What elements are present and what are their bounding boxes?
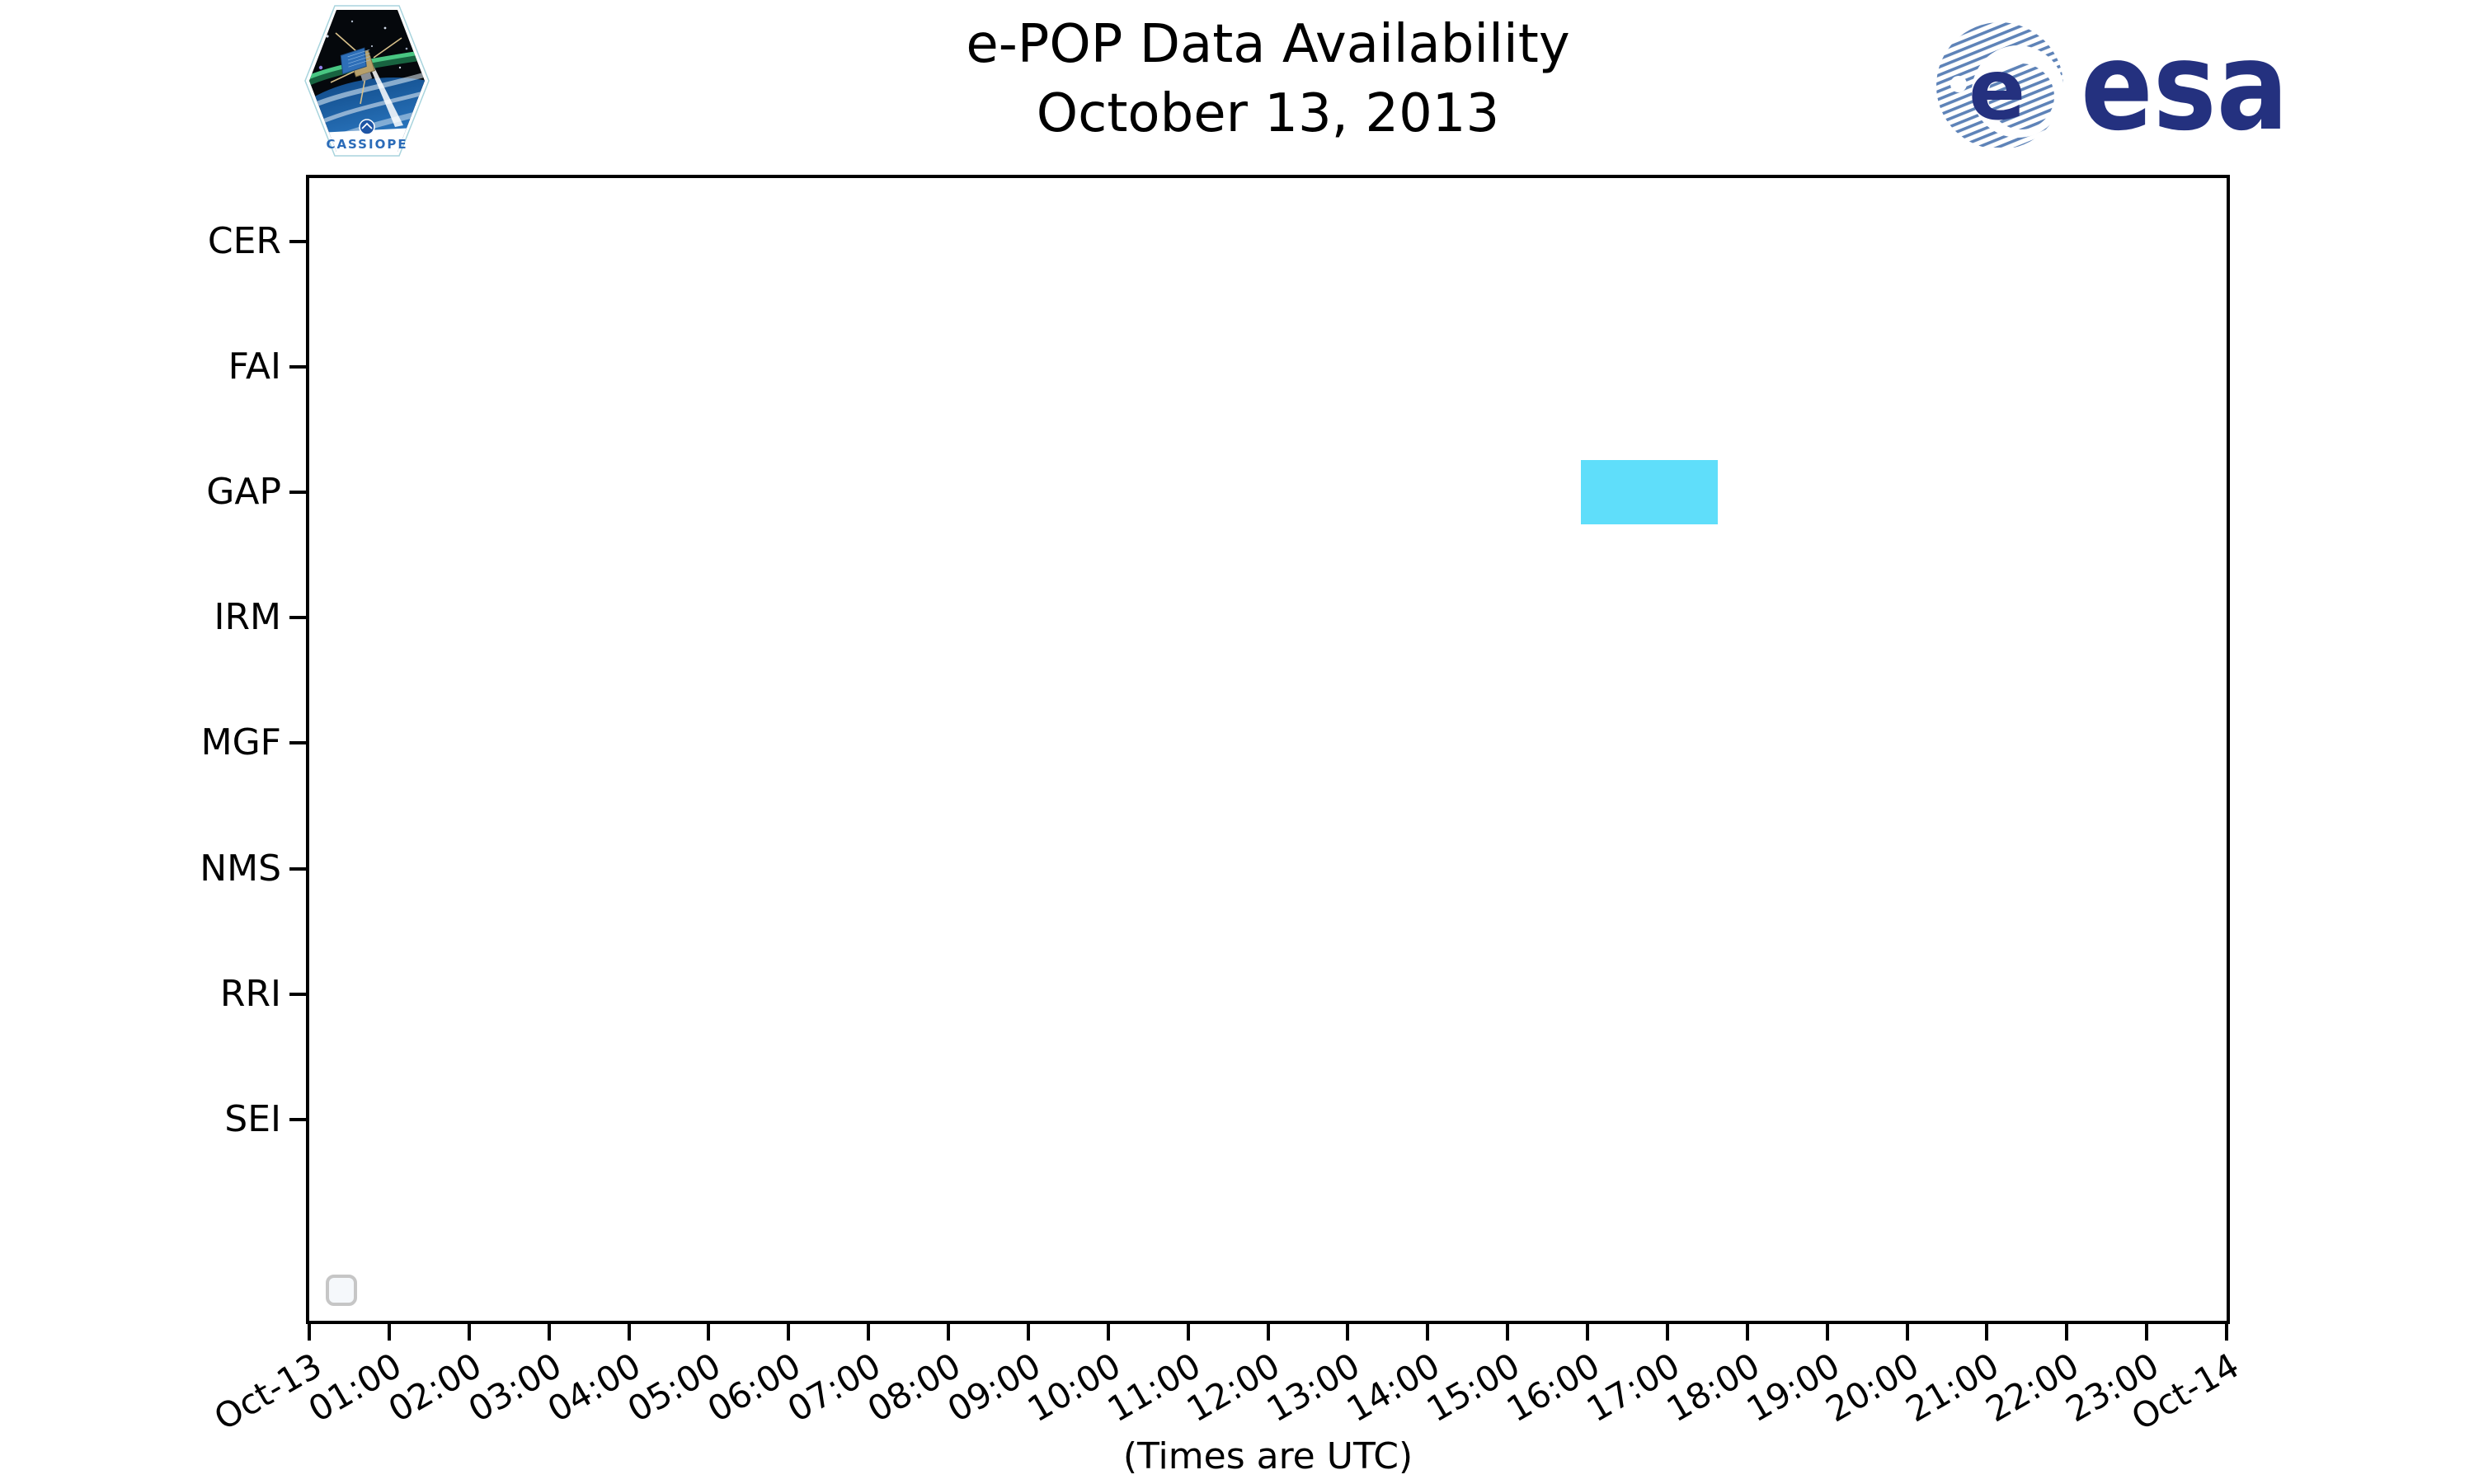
x-tick-2 — [467, 1324, 471, 1341]
x-tick-12 — [1266, 1324, 1270, 1341]
plot-area: CER FAI GAP IRM MGF NMS RRI SEI Oct-13 01:00 02:00… — [200, 175, 2246, 1438]
esa-globe-letter: e — [1968, 41, 2025, 139]
csa-roundel-icon — [359, 119, 375, 135]
y-tick-rri — [289, 992, 306, 996]
x-tick-label-10: 10:00 — [1020, 1345, 1127, 1430]
esa-globe-icon: e — [1936, 22, 2064, 148]
chart-title: e-POP Data Availability — [966, 14, 1570, 75]
x-tick-label-18: 18:00 — [1659, 1345, 1766, 1430]
x-tick-13 — [1346, 1324, 1350, 1341]
y-tick-nms — [289, 866, 306, 871]
x-tick-15 — [1506, 1324, 1510, 1341]
x-tick-3 — [547, 1324, 551, 1341]
y-tick-label-nms: NMS — [200, 847, 281, 890]
y-tick-irm — [289, 616, 306, 620]
cassiope-wordmark: CASSIOPE — [326, 137, 407, 152]
y-tick-label-rri: RRI — [219, 972, 281, 1015]
x-tick-4 — [627, 1324, 631, 1341]
x-tick-20 — [1905, 1324, 1909, 1341]
x-tick-18 — [1745, 1324, 1749, 1341]
x-tick-21 — [1985, 1324, 1989, 1341]
esa-wordmark: esa — [2081, 16, 2288, 148]
x-tick-7 — [867, 1324, 871, 1341]
x-tick-label-9: 09:00 — [940, 1345, 1047, 1430]
x-tick-19 — [1825, 1324, 1829, 1341]
chart-title-block: e-POP Data Availability October 13, 2013 — [306, 10, 2230, 148]
y-tick-label-fai: FAI — [228, 345, 281, 388]
x-tick-24 — [2225, 1324, 2228, 1341]
x-tick-23 — [2145, 1324, 2149, 1341]
y-tick-label-mgf: MGF — [200, 721, 281, 764]
x-tick-1 — [387, 1324, 391, 1341]
x-tick-6 — [787, 1324, 791, 1341]
x-tick-10 — [1106, 1324, 1110, 1341]
x-tick-9 — [1026, 1324, 1030, 1341]
x-tick-label-1: 01:00 — [301, 1345, 408, 1430]
x-tick-17 — [1665, 1324, 1669, 1341]
y-tick-fai — [289, 365, 306, 369]
x-tick-8 — [947, 1324, 950, 1341]
x-tick-label-2: 02:00 — [381, 1345, 488, 1430]
y-tick-mgf — [289, 741, 306, 745]
y-tick-label-irm: IRM — [214, 596, 281, 639]
availability-bar-gap — [1581, 460, 1718, 525]
x-tick-0 — [308, 1324, 311, 1341]
cassiope-mission-patch: CASSIOPE — [304, 5, 430, 157]
y-tick-label-gap: GAP — [206, 471, 281, 514]
y-tick-gap — [289, 491, 306, 495]
y-tick-cer — [289, 240, 306, 243]
x-tick-5 — [707, 1324, 711, 1341]
x-tick-22 — [2065, 1324, 2069, 1341]
esa-logo: e esa — [1936, 16, 2288, 148]
x-axis-caption: (Times are UTC) — [1122, 1435, 1413, 1477]
x-tick-16 — [1586, 1324, 1589, 1341]
y-tick-label-cer: CER — [207, 220, 281, 262]
y-tick-label-sei: SEI — [224, 1097, 281, 1140]
y-tick-sei — [289, 1117, 306, 1121]
x-tick-14 — [1426, 1324, 1430, 1341]
chart-subtitle-date: October 13, 2013 — [1036, 83, 1500, 144]
x-tick-label-17: 17:00 — [1579, 1345, 1686, 1430]
x-tick-11 — [1186, 1324, 1190, 1341]
legend-box — [326, 1275, 357, 1306]
